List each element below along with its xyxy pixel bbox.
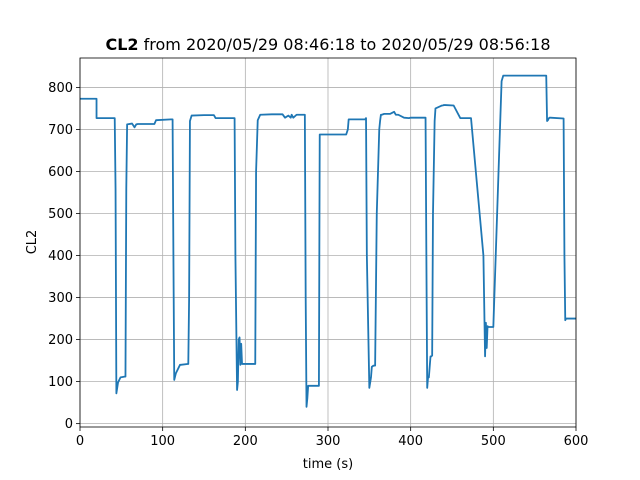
series-layer bbox=[80, 74, 576, 408]
x-tick-label: 200 bbox=[233, 434, 258, 449]
x-tick-label: 400 bbox=[398, 434, 423, 449]
y-tick-label: 100 bbox=[48, 375, 73, 390]
y-tick-label: 800 bbox=[48, 81, 73, 96]
y-tick-label: 400 bbox=[48, 249, 73, 264]
y-tick-label: 500 bbox=[48, 207, 73, 222]
y-tick-label: 700 bbox=[48, 123, 73, 138]
x-tick-label: 500 bbox=[481, 434, 506, 449]
y-tick-label: 600 bbox=[48, 165, 73, 180]
x-tick-label: 300 bbox=[316, 434, 341, 449]
x-tick-label: 100 bbox=[150, 434, 175, 449]
y-tick-label: 200 bbox=[48, 333, 73, 348]
x-tick-label: 600 bbox=[564, 434, 589, 449]
chart-title-bold: CL2 bbox=[105, 35, 138, 54]
y-tick-label: 0 bbox=[65, 417, 73, 432]
chart-title-rest: from 2020/05/29 08:46:18 to 2020/05/29 0… bbox=[139, 35, 551, 54]
chart-title: CL2 from 2020/05/29 08:46:18 to 2020/05/… bbox=[105, 35, 550, 54]
y-tick-label: 300 bbox=[48, 291, 73, 306]
series-line bbox=[80, 74, 576, 408]
y-axis-label: CL2 bbox=[25, 230, 40, 255]
grid bbox=[79, 58, 577, 427]
x-tick-label: 0 bbox=[76, 434, 84, 449]
x-axis-label: time (s) bbox=[303, 457, 353, 472]
axis-ticks: 0 100 200 300 400 500 600 0 100 200 300 400 500 600 70… bbox=[48, 81, 588, 449]
